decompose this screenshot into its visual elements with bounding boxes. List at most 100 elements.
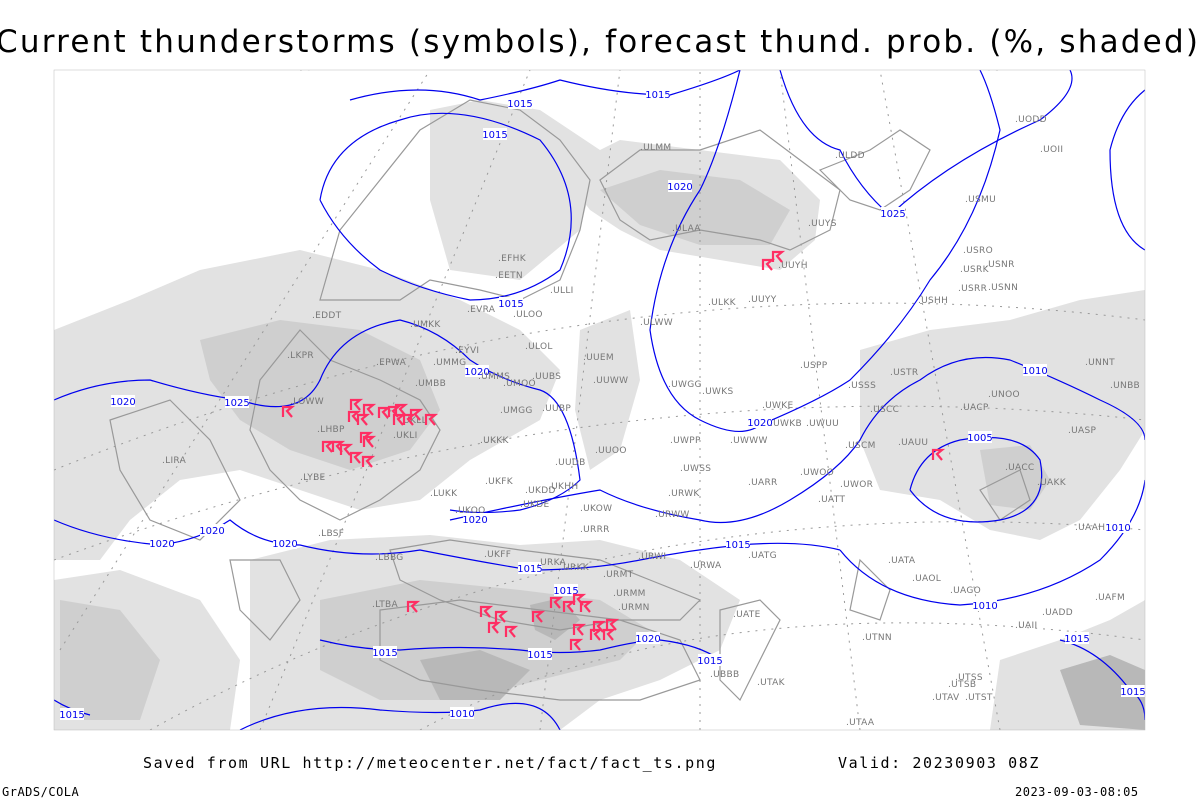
valid-time-text: Valid: 20230903 08Z — [838, 754, 1040, 772]
station-label: .UMOO — [503, 379, 536, 389]
isobar-label-bg — [111, 395, 135, 407]
station-label: .UWSS — [680, 464, 711, 474]
station-label: .UUBP — [542, 404, 571, 414]
thunderstorm-icon — [362, 403, 377, 416]
isobar-label: 1020 — [110, 397, 135, 408]
station-label: .LOWW — [290, 397, 324, 407]
isobar-label-bg — [499, 297, 523, 309]
station-label: .UAOL — [912, 574, 941, 584]
station-label: .UKKK — [480, 436, 509, 446]
station-label: .UMMS — [478, 372, 510, 382]
thunderstorm-icon — [409, 408, 424, 421]
station-label: .ULOO — [513, 310, 543, 320]
isobar-label: 1015 — [527, 650, 552, 661]
station-label: .ULLI — [550, 286, 574, 296]
isobar-label-bg — [646, 88, 670, 100]
station-label: .UTAV — [932, 693, 960, 703]
isobar-label-bg — [200, 524, 224, 536]
station-label: .EPWA — [376, 358, 407, 368]
station-label: .UKOW — [580, 504, 612, 514]
station-label: .UUBS — [532, 372, 561, 382]
isobar-label-bg — [1065, 632, 1089, 644]
station-label: .UATE — [733, 610, 761, 620]
thunderstorm-icon — [349, 451, 364, 464]
station-label: .EETN — [495, 271, 523, 281]
station-label: .URMM — [613, 589, 646, 599]
station-label: .USPP — [800, 361, 828, 371]
station-label: .UAII — [1015, 621, 1037, 631]
station-label: .LHBP — [317, 425, 345, 435]
station-label: .UWOO — [800, 468, 834, 478]
thunderstorm-icon — [569, 638, 584, 651]
isobar-label-bg — [726, 538, 750, 550]
thunderstorm-icon — [359, 431, 374, 444]
thunderstorm-icon — [356, 413, 371, 426]
station-label: .EDDT — [312, 311, 342, 321]
isobar-label-bg — [150, 537, 174, 549]
isobar-label: 1020 — [747, 418, 772, 429]
station-label: .UMBB — [415, 379, 446, 389]
thunderstorm-icon — [339, 443, 354, 456]
thunderstorm-icon — [347, 410, 362, 423]
isobar-label: 1020 — [464, 367, 489, 378]
station-label: .UAGO — [950, 586, 981, 596]
station-label: .LBBG — [375, 553, 404, 563]
station-label: .LKPR — [287, 351, 314, 361]
station-label: .UNBB — [1110, 381, 1140, 391]
isobar-label: 1025 — [224, 398, 249, 409]
station-label: .UTAK — [757, 678, 786, 688]
isobar-label-bg — [698, 654, 722, 666]
station-label: .URWK — [668, 489, 700, 499]
station-label: .URMT — [603, 570, 634, 580]
isobar-label-bg — [518, 562, 542, 574]
thunderstorm-icon — [479, 605, 494, 618]
station-label: .ULKK — [708, 298, 737, 308]
station-label: .UWKE — [762, 401, 793, 411]
station-label: .UWPP — [670, 436, 701, 446]
station-label: .UWWW — [730, 436, 768, 446]
station-label: .URWA — [690, 561, 722, 571]
isobar-label-bg — [1106, 521, 1130, 533]
isobar-label: 1015 — [553, 586, 578, 597]
thunderstorm-icon — [361, 455, 376, 468]
isobar-label: 1015 — [1064, 634, 1089, 645]
station-label: .UAFM — [1095, 593, 1125, 603]
isobar-label-bg — [373, 646, 397, 658]
thunderstorm-icon — [572, 623, 587, 636]
station-label: .UAKK — [1037, 478, 1067, 488]
station-label: .USRO — [963, 246, 993, 256]
station-label: .UODD — [1015, 115, 1047, 125]
station-label: .UKHH — [548, 482, 578, 492]
thunderstorm-symbols — [281, 250, 946, 651]
station-label: .ULWW — [640, 318, 673, 328]
station-label: .UMMG — [433, 358, 466, 368]
station-label: .EVRA — [467, 305, 496, 315]
thunderstorm-icon — [931, 448, 946, 461]
thunderstorm-icon — [494, 610, 509, 623]
thunderstorm-icon — [761, 258, 776, 271]
isobar-label: 1020 — [462, 515, 487, 526]
thunderstorm-icon — [402, 413, 417, 426]
station-label: .UADD — [1042, 608, 1073, 618]
isobar-label-bg — [668, 180, 692, 192]
thunderstorm-icon — [605, 618, 620, 631]
isobar-label-bg — [60, 708, 84, 720]
isobar-label: 1015 — [645, 90, 670, 101]
station-label: .UKFF — [484, 550, 511, 560]
thunderstorm-icon — [592, 620, 607, 633]
station-label: .UUDB — [555, 458, 586, 468]
generated-timestamp: 2023-09-03-08:05 — [1015, 785, 1139, 799]
station-label: .UMKK — [410, 320, 441, 330]
thunderstorm-icon — [349, 398, 364, 411]
isobar-label-bg — [483, 128, 507, 140]
thunderstorm-icon — [579, 600, 594, 613]
station-label: .UUOO — [595, 446, 627, 456]
isobar-label: 1015 — [697, 656, 722, 667]
station-label: .UWKS — [702, 387, 733, 397]
isobar-label-bg — [273, 537, 297, 549]
isobar-label-bg — [973, 599, 997, 611]
isobar-label-bg — [1121, 685, 1145, 697]
isobar-label: 1025 — [880, 209, 905, 220]
software-credit: GrADS/COLA — [2, 785, 80, 799]
